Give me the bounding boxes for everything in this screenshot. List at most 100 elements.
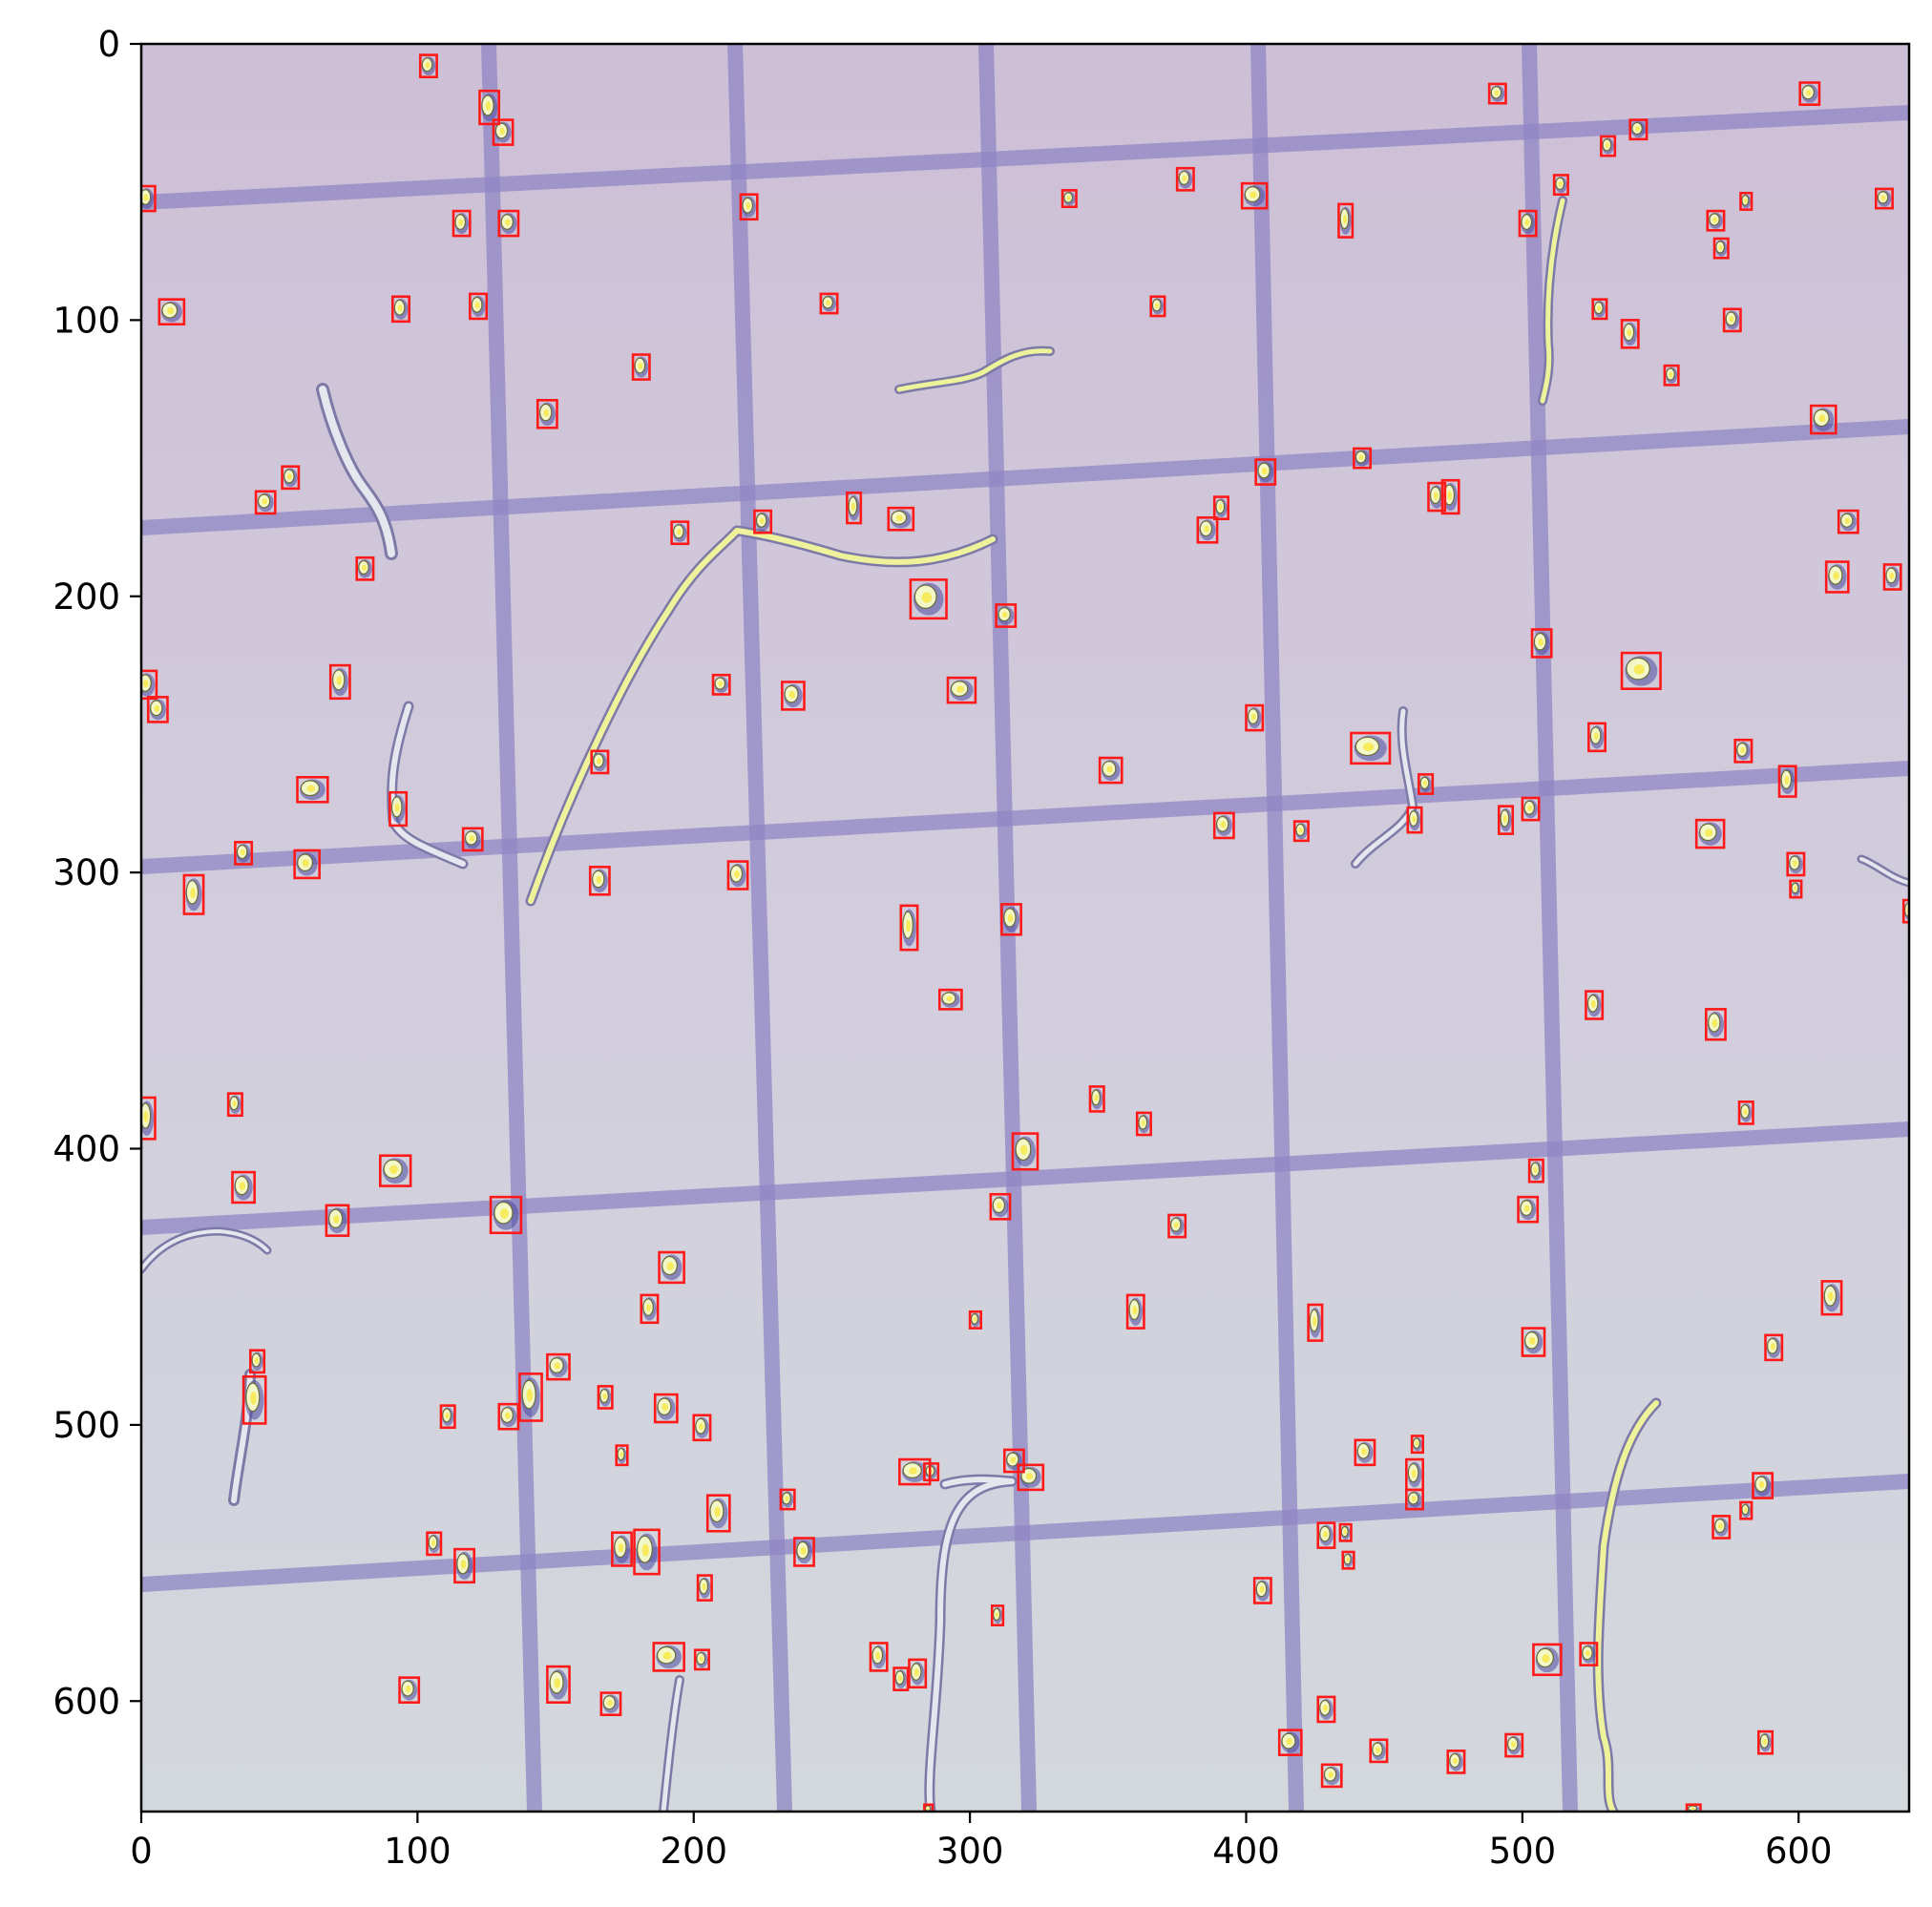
detection-box bbox=[1837, 509, 1859, 534]
detection-box bbox=[1446, 1750, 1466, 1774]
cell bbox=[1339, 206, 1352, 235]
detection-box bbox=[1530, 628, 1553, 659]
cell bbox=[500, 1406, 517, 1428]
cell bbox=[1340, 1525, 1351, 1540]
cell bbox=[244, 1380, 264, 1420]
cell bbox=[1535, 1646, 1560, 1673]
filament-top-center bbox=[894, 346, 1055, 394]
detection-box bbox=[1350, 731, 1392, 765]
cell bbox=[1295, 823, 1308, 840]
detection-box bbox=[923, 1803, 934, 1812]
cell bbox=[1877, 190, 1892, 207]
axes-frame bbox=[139, 42, 1911, 1813]
detection-box bbox=[146, 696, 169, 723]
x-tick-label: 200 bbox=[660, 1831, 727, 1872]
cell bbox=[1530, 1161, 1543, 1181]
cell bbox=[1151, 298, 1164, 315]
cell bbox=[1429, 485, 1444, 509]
cell bbox=[1101, 760, 1121, 781]
microscope-image bbox=[141, 44, 1909, 1812]
detection-box bbox=[670, 520, 690, 546]
cell bbox=[1523, 1330, 1544, 1354]
cell bbox=[1555, 177, 1567, 194]
detection-box bbox=[631, 353, 651, 381]
detection-box bbox=[705, 1494, 731, 1533]
detection-box bbox=[599, 1691, 622, 1717]
cell bbox=[1741, 1503, 1752, 1518]
cell bbox=[1408, 809, 1421, 831]
cell bbox=[141, 1100, 155, 1136]
cell bbox=[1736, 742, 1751, 761]
detection-box bbox=[536, 398, 558, 430]
detection-box bbox=[1427, 481, 1447, 513]
detection-box bbox=[182, 873, 205, 915]
cell bbox=[1412, 1436, 1422, 1452]
detection-box bbox=[1307, 1303, 1324, 1342]
cell bbox=[481, 93, 498, 122]
cell bbox=[1523, 799, 1538, 819]
grid-line-vertical bbox=[727, 44, 792, 1812]
cell bbox=[454, 213, 469, 235]
grid-line-horizontal bbox=[141, 105, 1909, 210]
cell bbox=[331, 667, 348, 697]
cell bbox=[390, 794, 406, 824]
filament-bottom-right bbox=[1592, 1397, 1662, 1812]
cell bbox=[185, 878, 202, 912]
cell bbox=[1178, 170, 1193, 189]
detection-box bbox=[1663, 364, 1680, 387]
detection-box bbox=[355, 555, 375, 581]
detection-box bbox=[658, 1250, 685, 1285]
cell bbox=[1520, 1199, 1537, 1221]
detection-box bbox=[1167, 1213, 1187, 1239]
detection-box bbox=[1354, 1438, 1376, 1467]
cell bbox=[925, 1464, 937, 1479]
detection-box bbox=[388, 790, 409, 828]
detection-box bbox=[426, 1531, 443, 1557]
detection-box bbox=[696, 1574, 713, 1602]
detection-box bbox=[497, 209, 520, 238]
cell bbox=[1666, 367, 1678, 384]
cell bbox=[1419, 776, 1432, 793]
detection-box bbox=[1098, 756, 1124, 785]
filament-long bbox=[525, 525, 998, 907]
cell bbox=[1354, 450, 1370, 467]
cell bbox=[872, 1645, 886, 1669]
detection-box bbox=[1517, 1195, 1540, 1224]
detection-box bbox=[909, 578, 948, 620]
detection-box bbox=[518, 1373, 543, 1422]
cell bbox=[1707, 1011, 1724, 1037]
detection-box bbox=[1277, 1729, 1303, 1756]
cell bbox=[636, 1533, 658, 1571]
x-tick-label: 300 bbox=[936, 1831, 1004, 1872]
detection-box bbox=[249, 1349, 266, 1374]
detection-box bbox=[1521, 1327, 1546, 1357]
cell bbox=[642, 1297, 657, 1321]
cell bbox=[1631, 121, 1646, 138]
cell bbox=[1309, 1308, 1321, 1338]
detection-box bbox=[141, 669, 158, 701]
cell bbox=[1623, 322, 1638, 346]
cell bbox=[709, 1498, 728, 1529]
cell bbox=[672, 523, 687, 542]
detection-box bbox=[1874, 187, 1894, 210]
cell bbox=[1003, 906, 1020, 933]
cell bbox=[1698, 822, 1722, 846]
detection-box bbox=[1786, 851, 1806, 877]
cell bbox=[1715, 240, 1728, 257]
cell bbox=[901, 1461, 928, 1483]
detection-box bbox=[1338, 1522, 1353, 1542]
detection-box bbox=[478, 89, 501, 126]
detection-box bbox=[1405, 1488, 1425, 1511]
cell bbox=[1128, 1297, 1144, 1326]
y-tick-label: 300 bbox=[52, 852, 120, 893]
detection-box bbox=[281, 465, 301, 491]
filament-left-edge bbox=[141, 1226, 272, 1274]
detection-box bbox=[492, 118, 514, 146]
y-tick-label: 100 bbox=[52, 300, 120, 341]
cell bbox=[1533, 631, 1550, 656]
detection-box bbox=[469, 292, 489, 321]
detection-box bbox=[1712, 1515, 1732, 1540]
detection-box bbox=[1587, 722, 1606, 753]
detection-box bbox=[739, 193, 759, 221]
detection-box bbox=[1733, 738, 1754, 764]
